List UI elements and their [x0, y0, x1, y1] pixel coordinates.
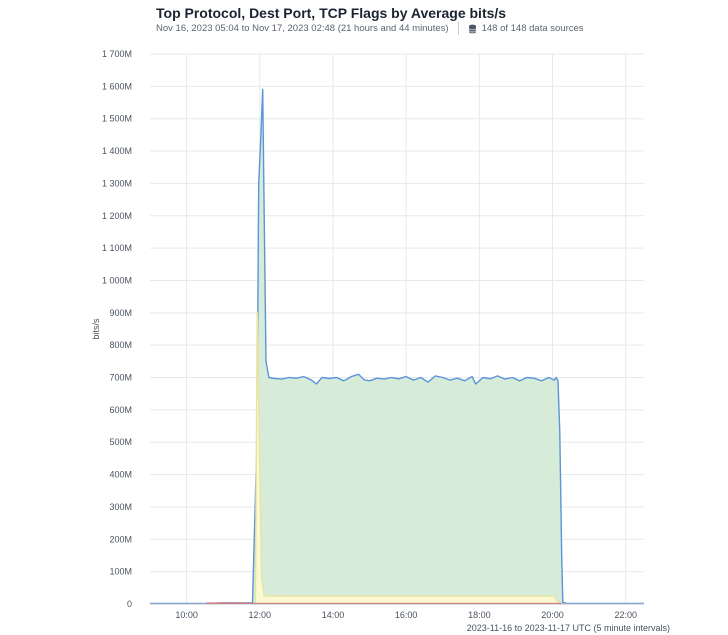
y-tick-label: 1 000M	[102, 275, 132, 285]
x-tick-label: 22:00	[614, 610, 637, 620]
subtitle-divider	[457, 22, 459, 35]
x-tick-label: 14:00	[322, 610, 345, 620]
data-sources-text: 148 of 148 data sources	[481, 23, 584, 34]
y-tick-label: 1 400M	[102, 146, 132, 156]
x-tick-label: 20:00	[541, 610, 564, 620]
x-tick-label: 16:00	[395, 610, 418, 620]
y-tick-label: 1 100M	[102, 243, 132, 253]
y-axis-ticks: 0 100M 200M 300M 400M 500M 600M 700M 800M 900M 1 0…	[102, 49, 132, 609]
y-tick-label: 900M	[109, 308, 132, 318]
y-tick-label: 0	[127, 599, 132, 609]
y-tick-label: 1 600M	[102, 81, 132, 91]
x-tick-label: 18:00	[468, 610, 491, 620]
series-line-1	[254, 312, 563, 605]
y-axis-label: bits/s	[91, 318, 101, 340]
y-tick-label: 1 300M	[102, 178, 132, 188]
y-tick-label: 1 200M	[102, 211, 132, 221]
y-tick-label: 1 500M	[102, 114, 132, 124]
y-tick-label: 100M	[109, 567, 132, 577]
y-tick-label: 400M	[109, 470, 132, 480]
x-tick-label: 10:00	[175, 610, 198, 620]
y-tick-label: 800M	[109, 340, 132, 350]
database-icon	[468, 24, 476, 33]
series-area-0	[150, 89, 644, 605]
x-axis-ticks: 10:00 12:00 14:00 16:00 18:00 20:00 22:00	[175, 610, 637, 620]
y-tick-label: 1 700M	[102, 49, 132, 59]
series-layer	[150, 88, 644, 605]
y-tick-label: 500M	[109, 437, 132, 447]
interval-footer-label: 2023-11-16 to 2023-11-17 UTC (5 minute i…	[467, 623, 670, 633]
y-tick-label: 700M	[109, 373, 132, 383]
y-tick-label: 200M	[109, 534, 132, 544]
chart-title: Top Protocol, Dest Port, TCP Flags by Av…	[156, 5, 507, 21]
time-range-text: Nov 16, 2023 05:04 to Nov 17, 2023 02:48…	[156, 23, 449, 34]
chart-subtitle: Nov 16, 2023 05:04 to Nov 17, 2023 02:48…	[156, 22, 584, 35]
x-tick-label: 12:00	[249, 610, 272, 620]
series-line-0	[150, 88, 644, 605]
y-tick-label: 300M	[109, 502, 132, 512]
y-tick-label: 600M	[109, 405, 132, 415]
